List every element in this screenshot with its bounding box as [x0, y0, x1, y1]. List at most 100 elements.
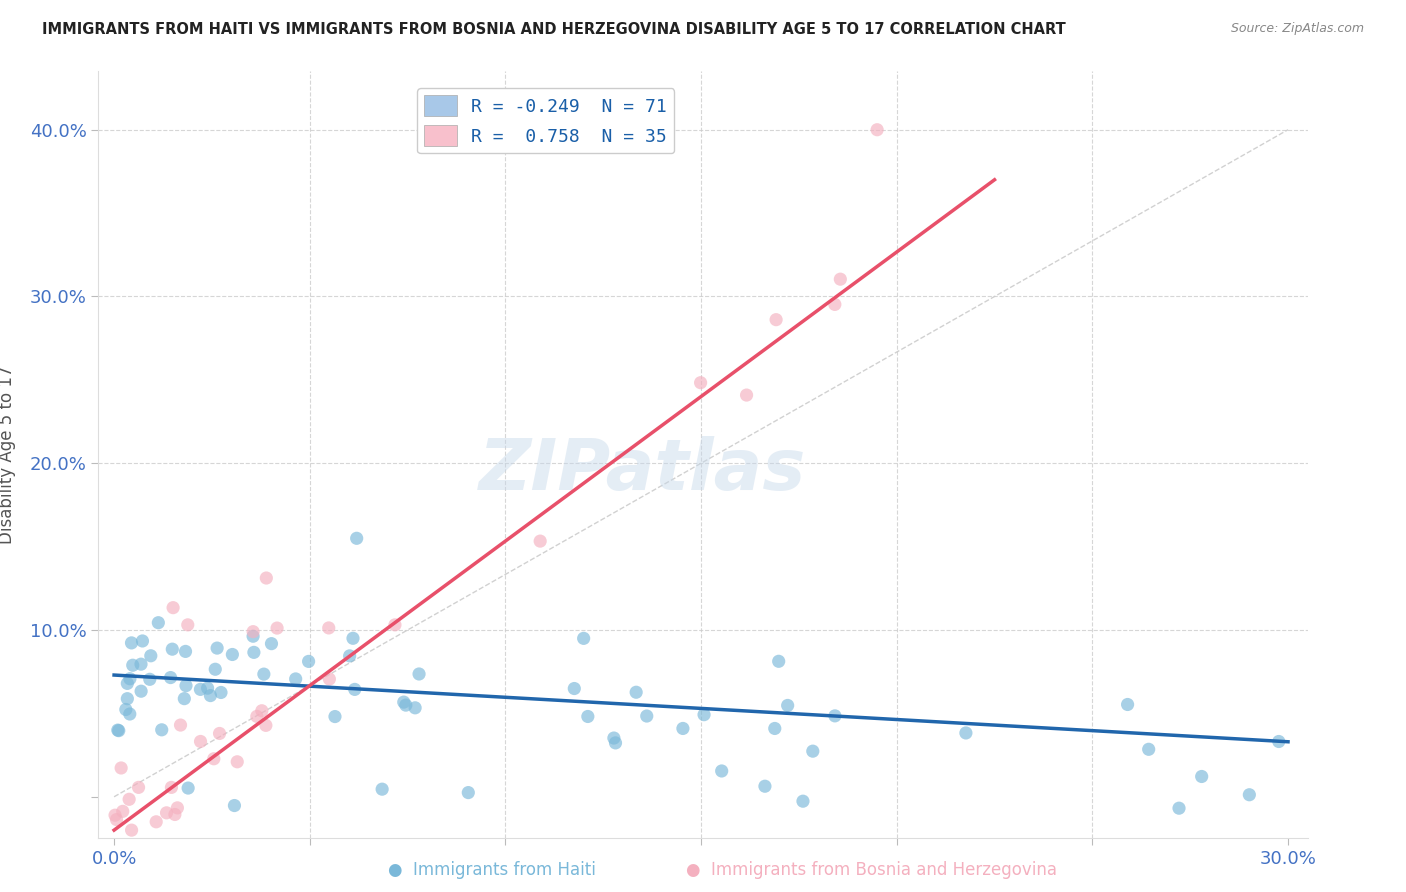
Text: ZIPatlas: ZIPatlas [479, 436, 806, 505]
Point [121, 823, 143, 838]
Point [1168, 801, 1191, 815]
Point [710, 764, 733, 778]
Point [129, 684, 152, 698]
Point [173, 691, 195, 706]
Legend: R = -0.249  N = 71, R =  0.758  N = 35: R = -0.249 N = 71, R = 0.758 N = 35 [418, 88, 675, 153]
Point [529, 534, 551, 549]
Point [121, 658, 143, 673]
Point [118, 792, 141, 806]
Point [260, 637, 283, 651]
Point [765, 312, 787, 326]
Point [830, 272, 852, 286]
Point [190, 682, 212, 697]
Point [107, 723, 129, 738]
Text: Source: ZipAtlas.com: Source: ZipAtlas.com [1230, 22, 1364, 36]
Point [801, 744, 824, 758]
Point [200, 689, 222, 703]
Point [145, 814, 167, 829]
Point [1116, 698, 1139, 712]
Point [117, 676, 139, 690]
Point [636, 709, 658, 723]
Point [318, 672, 340, 686]
Point [792, 794, 814, 808]
Point [139, 673, 162, 687]
Point [139, 648, 162, 663]
Point [371, 782, 394, 797]
Point [693, 707, 716, 722]
Point [190, 734, 212, 748]
Point [174, 644, 197, 658]
Point [159, 671, 181, 685]
Point [221, 648, 243, 662]
Point [117, 691, 139, 706]
Point [392, 695, 415, 709]
Point [1191, 770, 1213, 784]
Point [395, 698, 418, 712]
Point [163, 807, 186, 822]
Point [242, 629, 264, 643]
Point [672, 722, 695, 736]
Point [824, 297, 846, 311]
Point [284, 672, 307, 686]
Point [562, 681, 585, 696]
Text: ●  Immigrants from Bosnia and Herzegovina: ● Immigrants from Bosnia and Herzegovina [686, 861, 1057, 879]
Point [689, 376, 711, 390]
Point [404, 701, 426, 715]
Point [121, 636, 143, 650]
Point [204, 662, 226, 676]
Point [110, 761, 132, 775]
Point [243, 645, 266, 659]
Point [1239, 788, 1261, 802]
Point [155, 805, 177, 820]
Point [202, 752, 225, 766]
Point [735, 388, 758, 402]
Point [177, 780, 200, 795]
Point [408, 667, 430, 681]
Point [160, 780, 183, 795]
Point [254, 718, 277, 732]
Point [177, 617, 200, 632]
Point [174, 679, 197, 693]
Point [118, 706, 141, 721]
Point [118, 672, 141, 686]
Point [162, 600, 184, 615]
Point [1137, 742, 1160, 756]
Point [955, 726, 977, 740]
Point [246, 709, 269, 723]
Point [104, 808, 127, 822]
Point [107, 723, 129, 738]
Point [111, 805, 134, 819]
Point [603, 731, 626, 745]
Point [318, 621, 340, 635]
Point [105, 813, 128, 827]
Point [346, 531, 368, 545]
Point [342, 632, 364, 646]
Point [150, 723, 173, 737]
Point [297, 654, 319, 668]
Point [114, 702, 136, 716]
Point [148, 615, 170, 630]
Text: IMMIGRANTS FROM HAITI VS IMMIGRANTS FROM BOSNIA AND HERZEGOVINA DISABILITY AGE 5: IMMIGRANTS FROM HAITI VS IMMIGRANTS FROM… [42, 22, 1066, 37]
Point [128, 780, 150, 795]
Y-axis label: Disability Age 5 to 17: Disability Age 5 to 17 [0, 366, 15, 544]
Point [384, 617, 406, 632]
Point [1268, 734, 1291, 748]
Point [768, 654, 790, 668]
Point [253, 667, 276, 681]
Point [131, 634, 153, 648]
Point [242, 624, 264, 639]
Point [226, 755, 249, 769]
Point [866, 122, 889, 136]
Point [209, 685, 232, 699]
Point [266, 621, 288, 635]
Point [169, 718, 191, 732]
Point [776, 698, 799, 713]
Point [205, 641, 228, 656]
Point [824, 709, 846, 723]
Point [763, 722, 786, 736]
Point [754, 779, 776, 793]
Point [572, 632, 595, 646]
Point [576, 709, 599, 723]
Point [323, 709, 346, 723]
Point [624, 685, 647, 699]
